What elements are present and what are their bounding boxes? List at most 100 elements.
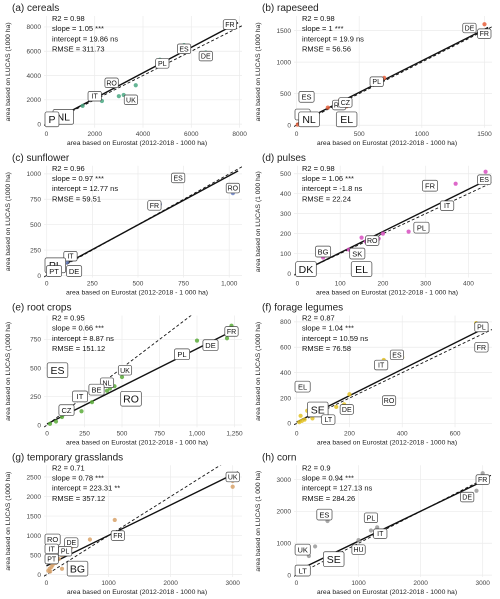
country-label-box xyxy=(66,265,83,277)
stat-line: RMSE = 311.73 xyxy=(52,45,105,54)
country-label-it: IT xyxy=(63,250,78,262)
country-label-box xyxy=(316,508,333,521)
country-label-text: UK xyxy=(126,97,136,104)
y-tick-label: 250 xyxy=(30,394,41,401)
stat-line: RMSE = 357.12 xyxy=(52,494,105,503)
country-label-text: DE xyxy=(66,540,76,547)
country-label-text: SE xyxy=(327,554,341,566)
x-axis-label: area based on Eurostat (2012-2018 - 1000… xyxy=(317,439,457,446)
panel-sunflower: (c) sunflower 0 250 500 750 1,000 0 250 500 750 10… xyxy=(5,153,242,297)
country-label-ro: RO xyxy=(365,235,380,246)
country-label-box xyxy=(460,491,475,503)
country-label-text: ES xyxy=(179,46,189,53)
stat-line: slope = 1.05 *** xyxy=(52,24,104,33)
y-tick-label: 0 xyxy=(37,422,41,429)
stat-line: slope = 1 *** xyxy=(302,24,344,33)
country-label-box xyxy=(369,76,384,87)
country-label-it: IT xyxy=(374,359,389,371)
stat-line: RMSE = 22.24 xyxy=(302,194,351,203)
country-label-pt: PT xyxy=(44,553,59,565)
country-label-uk: UK xyxy=(225,471,240,483)
country-label-box xyxy=(177,43,192,54)
stat-line: intercept = 223.31 ** xyxy=(52,484,120,493)
country-label-text: PT xyxy=(47,557,57,564)
x-tick-label: 0 xyxy=(45,580,49,587)
country-label-box xyxy=(147,200,162,211)
country-label-uk: UK xyxy=(117,365,133,376)
panel-title: (d) pulses xyxy=(262,153,306,164)
data-point xyxy=(112,517,117,523)
y-tick-label: 1500 xyxy=(27,513,42,520)
country-label-text: ES xyxy=(319,510,329,519)
country-label-box xyxy=(298,111,320,128)
country-label-uk: UK xyxy=(294,543,311,556)
country-label-box xyxy=(382,395,397,406)
reference-lines xyxy=(44,465,239,577)
x-tick-label: 2000 xyxy=(163,580,178,587)
x-tick-label: 6000 xyxy=(184,131,199,138)
one-to-one-line xyxy=(44,25,242,126)
x-axis-label: area based on Eurostat (2012-2018 - 1000… xyxy=(317,589,457,596)
country-label-text: FR xyxy=(113,533,122,540)
x-tick-label: 3000 xyxy=(225,580,240,587)
country-label-el: EL xyxy=(294,380,311,393)
country-label-ro: RO xyxy=(44,533,61,546)
x-tick-label: 0 xyxy=(295,580,299,587)
country-label-box xyxy=(294,380,311,393)
country-label-de: DE xyxy=(66,265,83,277)
country-label-se: SE xyxy=(307,401,329,418)
stat-line: intercept = -1.8 ns xyxy=(302,184,362,193)
x-tick-label: 0 xyxy=(295,131,299,138)
y-axis-label: area based on LUCAS (1 000 ha) xyxy=(255,471,262,572)
data-point xyxy=(482,22,487,27)
reference-lines xyxy=(294,178,492,276)
x-tick-label: 1000 xyxy=(351,580,366,587)
y-tick-label: 0 xyxy=(37,273,41,280)
country-label-box xyxy=(477,174,492,185)
country-label-box xyxy=(44,111,60,128)
y-tick-label: 200 xyxy=(280,395,291,402)
country-label-text: FR xyxy=(477,345,486,352)
country-label-box xyxy=(477,28,492,39)
country-label-text: RO xyxy=(384,398,395,405)
country-label-text: RO xyxy=(106,80,117,87)
x-tick-label: 500 xyxy=(117,430,128,437)
country-label-box xyxy=(350,261,373,277)
x-tick-label: 4000 xyxy=(136,131,151,138)
country-label-bg: BG xyxy=(315,245,332,258)
x-tick-label: 300 xyxy=(420,281,431,288)
stat-line: slope = 1.04 *** xyxy=(302,324,354,333)
country-label-text: EL xyxy=(298,382,307,391)
grid xyxy=(294,315,492,428)
x-axis-label: area based on Eurostat (2012-2018 - 1000… xyxy=(67,589,207,596)
grid xyxy=(294,165,492,278)
x-tick-label: 200 xyxy=(344,430,355,437)
y-tick-label: 4000 xyxy=(27,73,42,80)
x-tick-label: 1,000 xyxy=(189,430,206,437)
y-tick-label: 600 xyxy=(280,345,291,352)
country-label-de: DE xyxy=(202,339,219,351)
country-label-text: IT xyxy=(444,203,451,210)
y-axis-label: area based on LUCAS (1000 ha) xyxy=(5,22,12,121)
country-label-text: PL xyxy=(477,324,486,331)
data-point xyxy=(453,181,458,186)
y-tick-label: 1500 xyxy=(277,28,292,35)
x-tick-label: 1000 xyxy=(415,131,430,138)
country-label-pl: PL xyxy=(174,348,190,361)
y-tick-label: 2000 xyxy=(277,509,292,516)
x-tick-label: 2000 xyxy=(87,131,102,138)
x-tick-label: 750 xyxy=(178,281,189,288)
y-tick-label: 1000 xyxy=(27,171,42,178)
y-tick-label: 100 xyxy=(280,251,291,258)
y-tick-label: 500 xyxy=(280,91,291,98)
country-label-box xyxy=(363,512,378,523)
country-label-text: PL xyxy=(367,515,376,522)
y-tick-label: 3000 xyxy=(277,477,292,484)
stat-line: slope = 1.06 *** xyxy=(302,174,354,183)
country-label-text: PL xyxy=(417,223,426,232)
x-tick-label: 200 xyxy=(378,281,389,288)
country-label-nl: NL xyxy=(298,111,320,128)
stat-line: RMSE = 284.26 xyxy=(302,494,355,503)
y-tick-label: 2500 xyxy=(27,474,42,481)
country-label-es: ES xyxy=(177,43,192,54)
